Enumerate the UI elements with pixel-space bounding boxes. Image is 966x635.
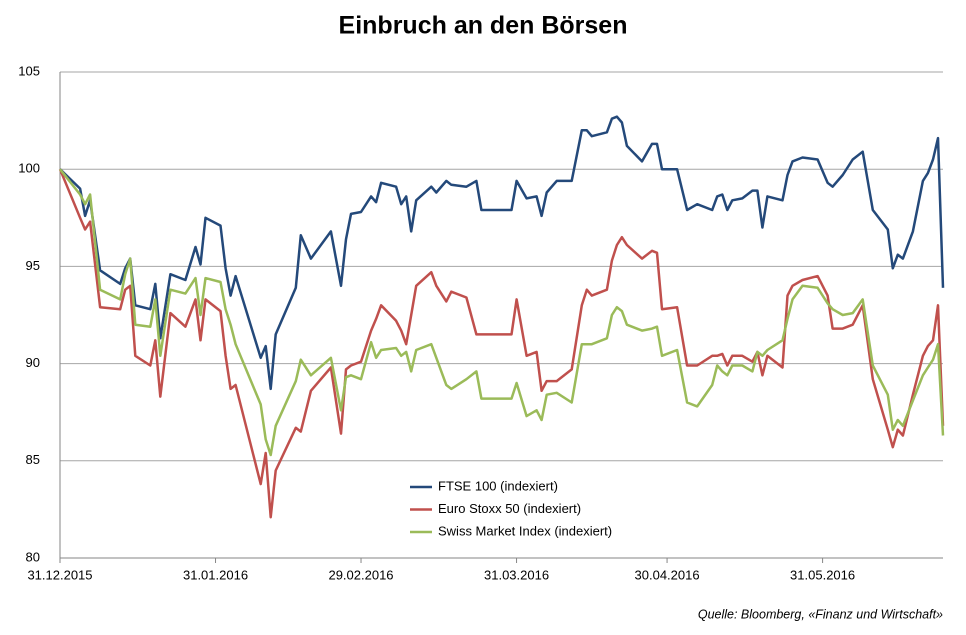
x-tick-label: 31.01.2016 xyxy=(183,567,248,582)
y-tick-label: 105 xyxy=(18,63,40,78)
legend-label: FTSE 100 (indexiert) xyxy=(438,478,558,493)
x-tick-label: 31.03.2016 xyxy=(484,567,549,582)
legend-label: Euro Stoxx 50 (indexiert) xyxy=(438,501,581,516)
x-tick-label: 31.12.2015 xyxy=(27,567,92,582)
series-line xyxy=(58,168,945,519)
y-tick-label: 90 xyxy=(26,355,40,370)
y-tick-label: 85 xyxy=(26,452,40,467)
y-tick-label: 80 xyxy=(26,549,40,564)
legend-label: Swiss Market Index (indexiert) xyxy=(438,523,612,538)
source-note: Quelle: Bloomberg, «Finanz und Wirtschaf… xyxy=(698,607,943,621)
y-tick-label: 95 xyxy=(26,258,40,273)
series-line xyxy=(59,115,945,391)
series-line xyxy=(59,168,945,457)
x-tick-label: 31.05.2016 xyxy=(790,567,855,582)
chart-title: Einbruch an den Börsen xyxy=(339,12,628,40)
x-tick-label: 30.04.2016 xyxy=(635,567,700,582)
x-tick-label: 29.02.2016 xyxy=(328,567,393,582)
y-tick-label: 100 xyxy=(18,161,40,176)
